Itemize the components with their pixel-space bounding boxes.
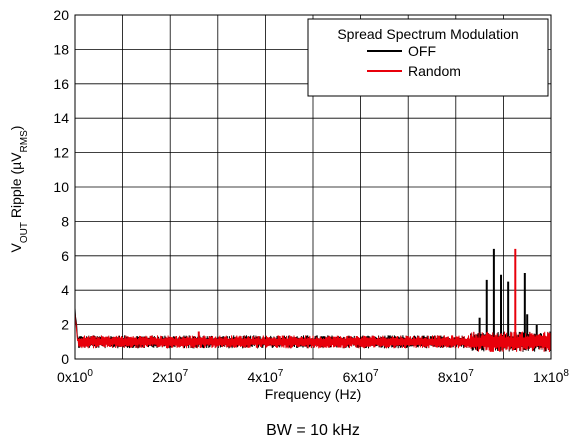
x-tick-label: 8x107 [438,368,474,385]
legend-label-random: Random [408,63,461,79]
legend-title: Spread Spectrum Modulation [337,26,518,42]
x-tick-label: 2x107 [152,368,188,385]
x-tick-label: 4x107 [247,368,283,385]
legend-label-off: OFF [408,43,436,59]
x-tick-label: 1x108 [533,368,569,385]
x-tick-labels: 0x100 2x107 4x107 6x107 8x107 1x108 [57,368,569,385]
bandwidth-caption: BW = 10 kHz [266,422,360,439]
y-tick-label: 10 [53,179,69,195]
y-tick-label: 12 [53,145,69,161]
legend-box [307,18,549,97]
x-tick-label: 0x100 [57,368,93,385]
y-tick-label: 14 [53,110,69,126]
y-tick-label: 6 [61,248,69,264]
y-tick-label: 4 [61,282,69,298]
y-tick-label: 8 [61,213,69,229]
series-lines [74,248,552,353]
x-axis-label: Frequency (Hz) [265,386,361,402]
series-trace-1 [74,312,552,353]
y-axis-label: VOUT Ripple (µVRMS) [8,126,30,253]
plot-frame [74,14,552,360]
y-tick-label: 2 [61,317,69,333]
y-tick-labels: 0 2 4 6 8 10 12 14 16 18 20 [53,7,69,367]
legend: Spread Spectrum Modulation OFF Random [307,18,549,97]
x-tick-label: 6x107 [343,368,379,385]
y-tick-label: 20 [53,7,69,23]
y-tick-label: 18 [53,41,69,57]
y-tick-label: 16 [53,76,69,92]
y-tick-label: 0 [61,351,69,367]
